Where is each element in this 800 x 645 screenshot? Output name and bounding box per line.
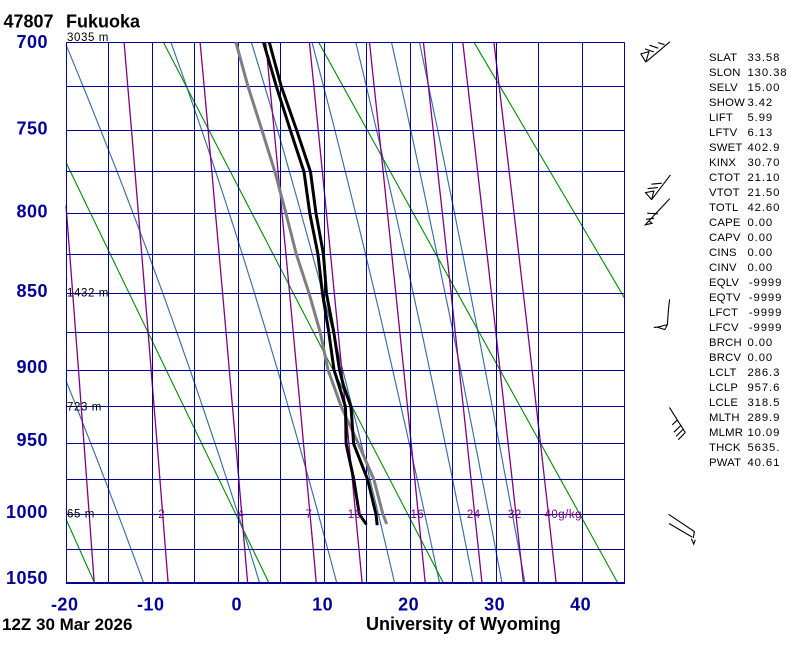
svg-text:3.42: 3.42 — [748, 97, 774, 109]
svg-text:-10: -10 — [137, 595, 165, 615]
svg-text:32: 32 — [508, 509, 522, 521]
svg-text:SELV: SELV — [709, 82, 738, 94]
svg-text:40.61: 40.61 — [748, 457, 781, 469]
svg-text:4: 4 — [237, 509, 244, 521]
svg-text:65 m: 65 m — [67, 509, 95, 521]
svg-text:10: 10 — [312, 595, 333, 615]
svg-text:LIFT: LIFT — [709, 112, 733, 124]
svg-text:10: 10 — [348, 509, 362, 521]
svg-text:University of Wyoming: University of Wyoming — [366, 614, 561, 634]
svg-text:5.99: 5.99 — [748, 112, 774, 124]
svg-text:40g/kg: 40g/kg — [544, 509, 582, 521]
svg-text:-9999: -9999 — [749, 322, 782, 334]
svg-text:15.00: 15.00 — [748, 82, 781, 94]
svg-text:130.38: 130.38 — [748, 67, 788, 79]
svg-text:21.50: 21.50 — [748, 187, 781, 199]
svg-text:1000: 1000 — [6, 502, 48, 522]
svg-text:LCLE: LCLE — [709, 397, 738, 409]
svg-text:1050: 1050 — [6, 568, 48, 588]
svg-text:SHOW: SHOW — [709, 97, 745, 109]
svg-text:850: 850 — [16, 281, 48, 301]
svg-text:LFCV: LFCV — [709, 322, 739, 334]
svg-text:SLON: SLON — [709, 67, 741, 79]
svg-text:TOTL: TOTL — [709, 202, 738, 214]
svg-text:0.00: 0.00 — [748, 337, 774, 349]
svg-text:47807: 47807 — [4, 12, 54, 32]
svg-text:-9999: -9999 — [749, 307, 782, 319]
svg-text:CINV: CINV — [709, 262, 737, 274]
svg-text:VTOT: VTOT — [709, 187, 740, 199]
svg-text:318.5: 318.5 — [748, 397, 781, 409]
svg-text:289.9: 289.9 — [748, 412, 781, 424]
svg-text:0.00: 0.00 — [748, 262, 774, 274]
svg-text:30.70: 30.70 — [748, 157, 781, 169]
svg-text:CAPV: CAPV — [709, 232, 741, 244]
svg-text:12Z 30 Mar 2026: 12Z 30 Mar 2026 — [2, 615, 132, 634]
svg-text:30: 30 — [484, 595, 505, 615]
svg-text:21.10: 21.10 — [748, 172, 781, 184]
svg-text:SWET: SWET — [709, 142, 742, 154]
svg-text:33.58: 33.58 — [748, 52, 781, 64]
svg-text:THCK: THCK — [709, 442, 741, 454]
svg-text:LFTV: LFTV — [709, 127, 738, 139]
svg-text:0.00: 0.00 — [748, 247, 774, 259]
svg-text:-9999: -9999 — [749, 292, 782, 304]
svg-text:CTOT: CTOT — [709, 172, 740, 184]
svg-text:0.00: 0.00 — [748, 232, 774, 244]
svg-text:5635.: 5635. — [748, 442, 781, 454]
svg-text:Fukuoka: Fukuoka — [66, 12, 141, 32]
svg-text:402.9: 402.9 — [748, 142, 781, 154]
svg-text:MLMR: MLMR — [709, 427, 743, 439]
svg-text:6.13: 6.13 — [748, 127, 774, 139]
svg-text:SLAT: SLAT — [709, 52, 737, 64]
svg-text:900: 900 — [16, 357, 48, 377]
svg-text:723 m: 723 m — [67, 401, 102, 413]
svg-text:KINX: KINX — [709, 157, 736, 169]
svg-text:BRCV: BRCV — [709, 352, 741, 364]
svg-text:0.00: 0.00 — [748, 352, 774, 364]
svg-text:42.60: 42.60 — [748, 202, 781, 214]
svg-text:1432 m: 1432 m — [67, 288, 109, 300]
svg-text:EQTV: EQTV — [709, 292, 741, 304]
svg-text:CAPE: CAPE — [709, 217, 741, 229]
svg-text:7: 7 — [306, 509, 313, 521]
svg-text:MLTH: MLTH — [709, 412, 740, 424]
svg-text:10.09: 10.09 — [748, 427, 781, 439]
svg-text:286.3: 286.3 — [748, 367, 781, 379]
svg-text:-20: -20 — [51, 595, 79, 615]
svg-text:957.6: 957.6 — [748, 382, 781, 394]
svg-text:40: 40 — [570, 595, 591, 615]
svg-text:0: 0 — [231, 595, 242, 615]
svg-text:LCLT: LCLT — [709, 367, 737, 379]
svg-text:LFCT: LFCT — [709, 307, 738, 319]
svg-text:750: 750 — [16, 119, 48, 139]
svg-text:3035 m: 3035 m — [67, 32, 109, 44]
svg-text:800: 800 — [16, 202, 48, 222]
svg-text:LCLP: LCLP — [709, 382, 738, 394]
svg-text:2: 2 — [158, 509, 165, 521]
svg-text:20: 20 — [398, 595, 419, 615]
svg-text:700: 700 — [16, 32, 48, 52]
svg-text:CINS: CINS — [709, 247, 737, 259]
svg-text:BRCH: BRCH — [709, 337, 742, 349]
svg-text:24: 24 — [467, 509, 481, 521]
svg-text:-9999: -9999 — [749, 277, 782, 289]
svg-text:16: 16 — [410, 509, 424, 521]
svg-text:0.00: 0.00 — [748, 217, 774, 229]
svg-text:950: 950 — [16, 430, 48, 450]
svg-text:PWAT: PWAT — [709, 457, 741, 469]
svg-text:EQLV: EQLV — [709, 277, 739, 289]
